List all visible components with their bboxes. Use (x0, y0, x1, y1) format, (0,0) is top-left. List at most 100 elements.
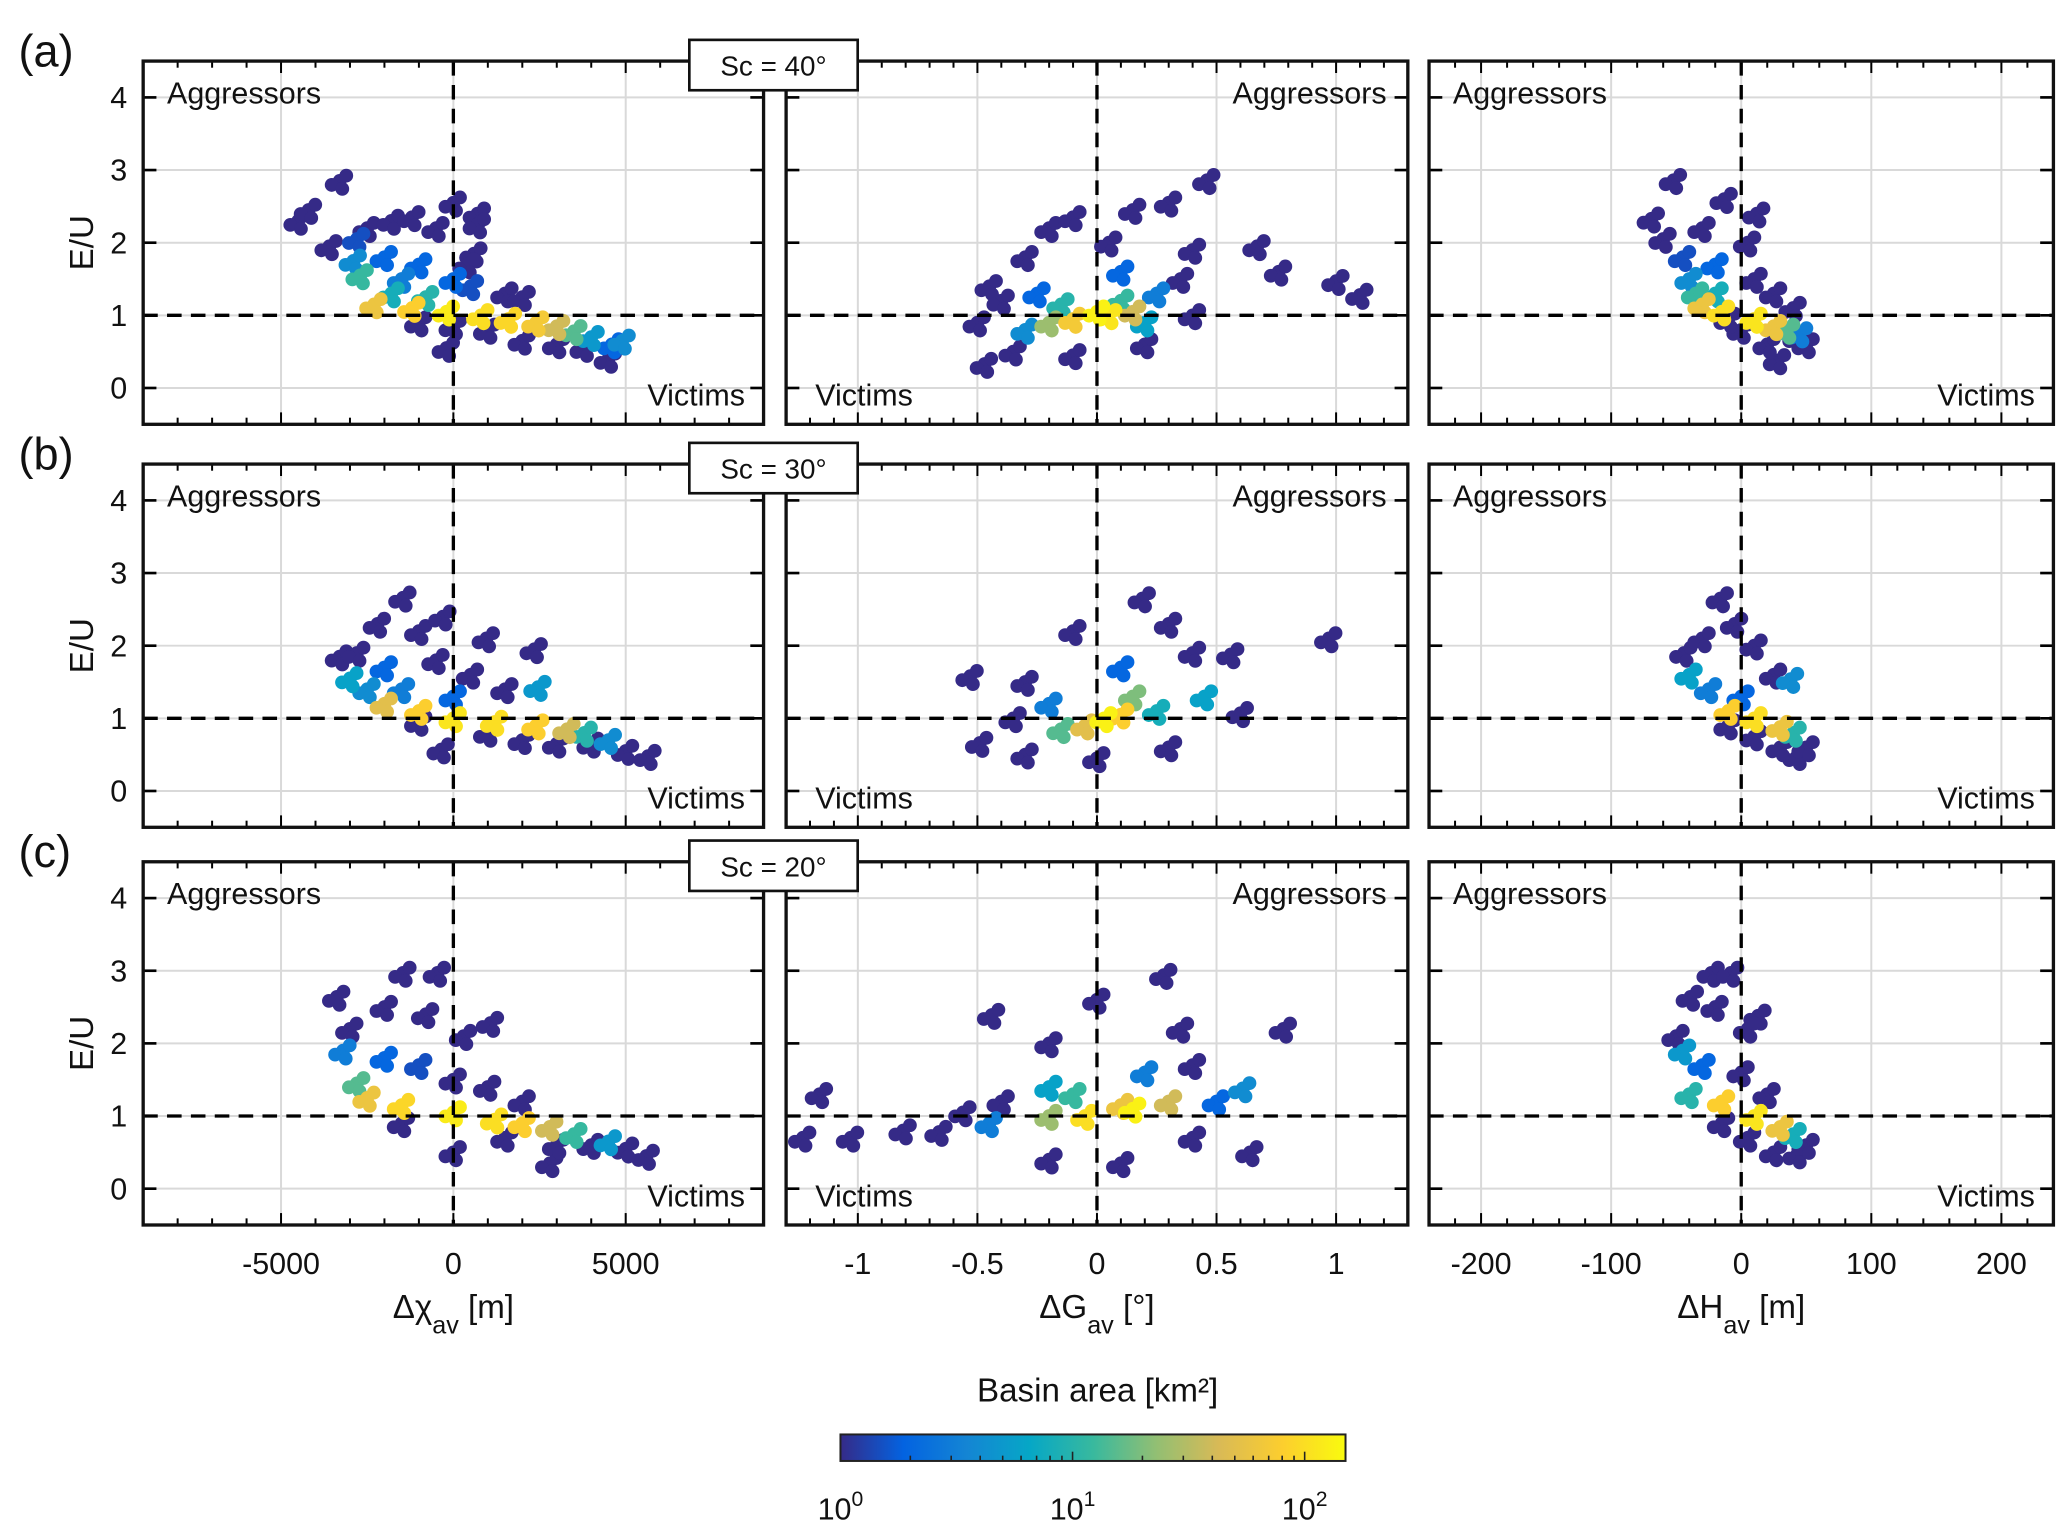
data-point (1648, 236, 1663, 250)
data-point (463, 1023, 478, 1038)
data-point (531, 323, 546, 338)
data-point (984, 351, 999, 366)
data-point (1719, 620, 1734, 635)
data-point (608, 1129, 622, 1144)
data-point (1765, 744, 1780, 759)
y-tick-label: 0 (110, 1172, 127, 1206)
sc-box (688, 38, 860, 92)
data-point (590, 324, 605, 339)
data-point (1177, 247, 1192, 261)
panel-frame (784, 860, 1410, 1227)
data-point (1082, 308, 1096, 323)
data-point (888, 1127, 903, 1142)
data-point (1140, 323, 1155, 338)
data-point (1740, 1060, 1755, 1075)
panel-a-2: Aggressors Victims (784, 59, 1410, 426)
data-point (1202, 181, 1217, 196)
data-point (397, 1124, 412, 1139)
data-point (304, 211, 319, 225)
data-point (1153, 620, 1168, 635)
data-point (541, 740, 556, 755)
data-point (1706, 1120, 1721, 1135)
y-tick-label: 4 (110, 882, 127, 916)
data-point (604, 1142, 619, 1157)
data-point (573, 1121, 588, 1136)
data-point (411, 205, 426, 219)
data-point (356, 226, 371, 241)
data-point (1786, 317, 1801, 332)
colorbar-tick-label: 101 (1050, 1488, 1096, 1526)
data-point (1168, 735, 1183, 749)
x-tick-label: 100 (1846, 1247, 1897, 1281)
data-point (373, 624, 388, 639)
x-axis-label: Δχav [m] (393, 1289, 514, 1340)
data-point (345, 272, 360, 287)
data-point (1647, 219, 1662, 234)
data-point (1687, 301, 1702, 316)
data-point (1773, 281, 1788, 296)
data-point (586, 338, 601, 352)
data-point (1072, 205, 1087, 219)
panel-frame (784, 59, 1410, 426)
panel-c-2: Aggressors Victims -1 -0.5 0 0.5 1 ΔGav [°] (784, 860, 1410, 1340)
panel-b-2: Aggressors Victims (784, 462, 1410, 829)
data-point (1242, 1076, 1257, 1091)
data-point (533, 688, 548, 702)
data-point (1673, 168, 1688, 182)
data-point (1140, 1073, 1155, 1088)
data-point (584, 720, 598, 735)
data-point (1010, 254, 1025, 269)
data-point (1058, 1091, 1072, 1106)
victims-label: Victims (647, 782, 745, 816)
data-point (1176, 1029, 1191, 1044)
data-point (1674, 1091, 1689, 1106)
data-point (556, 314, 571, 328)
data-point (500, 690, 515, 705)
data-point (518, 1124, 532, 1139)
data-point (569, 332, 584, 347)
data-point (438, 323, 453, 338)
data-point (1669, 181, 1684, 196)
x-tick-label: -1 (844, 1247, 871, 1281)
data-point (1153, 744, 1168, 759)
data-point (414, 712, 429, 726)
data-point (1068, 356, 1083, 371)
data-point (332, 997, 347, 1012)
y-axis-label: E/U (64, 215, 101, 270)
data-point (1188, 1138, 1203, 1153)
data-point (1727, 698, 1742, 713)
data-point (1082, 996, 1096, 1011)
data-point (1058, 214, 1072, 229)
data-point (1092, 759, 1107, 774)
data-point (328, 1047, 343, 1062)
data-point (1188, 251, 1203, 265)
panel-letter: (b) (19, 428, 74, 479)
x-tick-label: -100 (1581, 1247, 1642, 1281)
data-point (1009, 719, 1023, 734)
data-point (386, 1102, 401, 1117)
data-point (1749, 719, 1764, 734)
data-point (449, 1080, 463, 1095)
data-point (325, 247, 339, 262)
data-point (362, 620, 377, 635)
data-point (642, 1157, 656, 1171)
data-point (1766, 1082, 1781, 1096)
data-point (1721, 1089, 1736, 1104)
data-point (593, 737, 608, 752)
data-point (643, 757, 658, 771)
data-point (345, 679, 360, 694)
data-point (1163, 962, 1178, 977)
data-point (1068, 1095, 1083, 1110)
data-point (1188, 654, 1203, 668)
data-point (437, 960, 452, 975)
data-point (1697, 229, 1712, 244)
data-point (1776, 748, 1790, 763)
data-point (1156, 281, 1171, 296)
data-point (336, 984, 351, 999)
data-point (380, 258, 394, 273)
data-point (353, 248, 367, 263)
data-point (1779, 1114, 1794, 1129)
data-point (977, 310, 991, 325)
data-point (1802, 345, 1816, 360)
data-point (1201, 1098, 1216, 1113)
